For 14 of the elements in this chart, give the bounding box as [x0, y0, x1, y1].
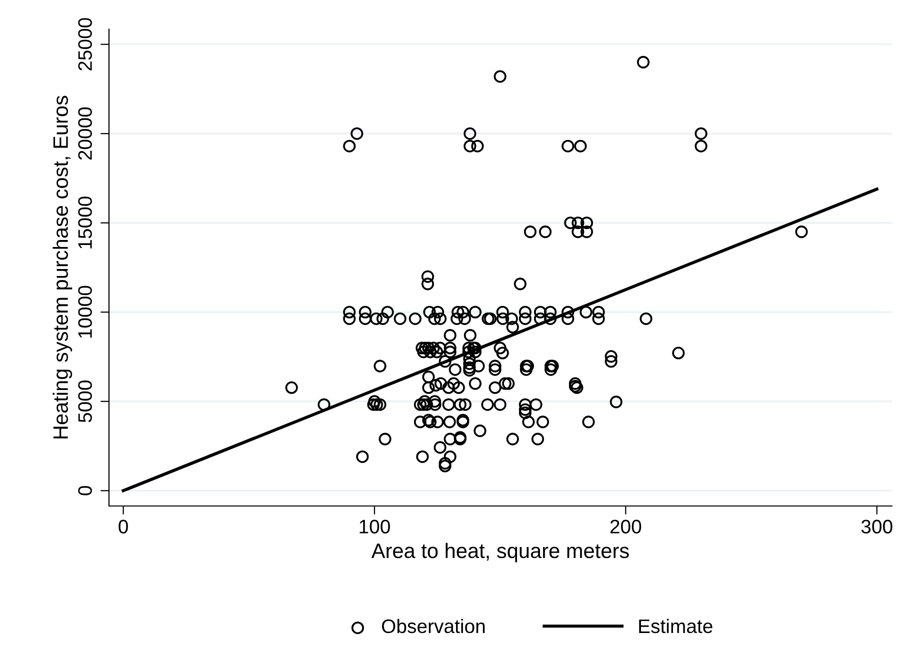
x-axis-title: Area to heat, square meters — [371, 542, 629, 562]
y-tick-label: 15000 — [78, 196, 92, 248]
x-tick-label: 200 — [610, 520, 642, 534]
y-tick-label: 0 — [78, 486, 92, 496]
y-tick-label: 25000 — [78, 18, 92, 70]
x-tick-label: 300 — [861, 520, 892, 534]
y-tick-label: 20000 — [78, 107, 92, 160]
y-tick-label: 10000 — [78, 286, 92, 338]
y-axis-title: Heating system purchase cost, Euros — [52, 96, 72, 438]
x-tick-label: 100 — [360, 520, 390, 534]
x-tick-label: 0 — [118, 520, 128, 534]
legend-label: Observation — [382, 618, 485, 634]
y-tick-label: 5000 — [78, 380, 92, 422]
legend-label: Estimate — [639, 618, 712, 634]
